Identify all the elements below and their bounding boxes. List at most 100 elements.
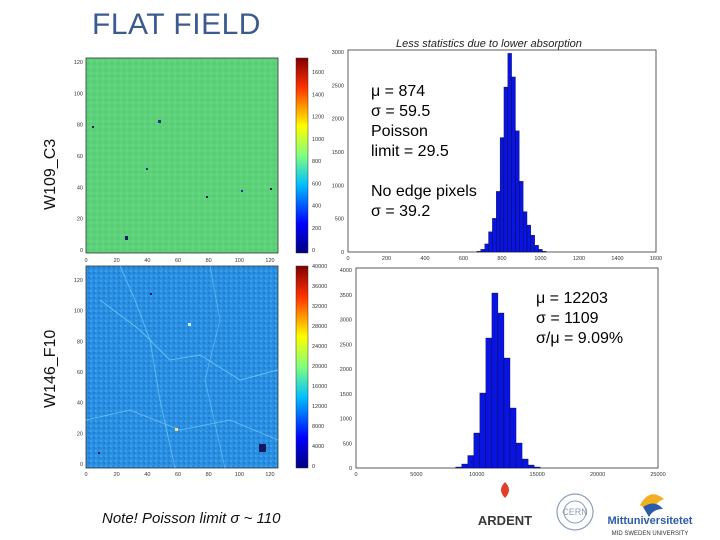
x-tick-label: 1200 [573, 256, 585, 262]
colorbar-tick-label: 0 [312, 248, 315, 254]
y-tick-label: 0 [349, 466, 352, 472]
histogram-bar [479, 392, 487, 469]
x-tick-label: 400 [420, 256, 429, 262]
x-tick-label: 120 [265, 258, 274, 264]
x-tick-label: 40 [144, 258, 150, 264]
y-tick-label: 100 [74, 309, 83, 315]
axes-w146: 0 20 40 60 80 100 120 0 20 40 60 80 100 120 [74, 278, 275, 478]
histogram-bar [534, 466, 541, 469]
histogram-bar [538, 249, 543, 253]
x-tick-label: 1600 [650, 256, 662, 262]
defect-pixel [92, 126, 94, 128]
colorbar-tick-label: 1400 [312, 92, 324, 98]
x-tick-label: 10000 [469, 472, 484, 478]
x-tick-label: 60 [175, 472, 181, 478]
colorbar-tick-label: 16000 [312, 384, 327, 390]
colorbar-ticks-w109: 0 200 400 600 800 1000 1200 1400 1600 [312, 70, 324, 254]
defect-pixel [206, 196, 208, 198]
x-tick-label: 100 [235, 258, 244, 264]
y-tick-label: 20 [77, 431, 83, 437]
hot-pixel [188, 323, 191, 326]
defect-pixel [270, 188, 272, 190]
colorbar-w146 [295, 265, 309, 469]
colorbar-tick-label: 36000 [312, 284, 327, 290]
y-tick-label: 500 [343, 441, 352, 447]
histogram-bar [509, 407, 517, 469]
x-tick-label: 120 [265, 472, 274, 478]
y-tick-label: 3000 [332, 50, 344, 56]
x-tick-label: 800 [497, 256, 506, 262]
histogram-bar [473, 432, 480, 469]
colorbar-tick-label: 8000 [312, 424, 324, 430]
colorbar-tick-label: 20000 [312, 364, 327, 370]
y-tick-label: 0 [80, 462, 83, 468]
colorbar-tick-label: 1600 [312, 70, 324, 76]
colorbar-tick-label: 28000 [312, 324, 327, 330]
histogram-axes-w146: 0 5000 10000 15000 20000 25000 0 500 1000 1500 200… [340, 268, 666, 478]
defect-pixel [125, 236, 128, 240]
colorbar-tick-label: 12000 [312, 404, 327, 410]
y-tick-label: 120 [74, 60, 83, 66]
histogram-bar [480, 249, 485, 253]
y-tick-label: 120 [74, 278, 83, 284]
histogram-bar [503, 86, 508, 253]
miun-logo: Mittuniversitetet MID SWEDEN UNIVERSITY [608, 494, 693, 537]
x-tick-label: 5000 [410, 472, 422, 478]
y-tick-label: 2500 [340, 342, 352, 348]
histogram-bar [485, 337, 493, 469]
miun-logo-text: Mittuniversitetet [608, 515, 693, 527]
defect-pixel [98, 452, 100, 454]
histogram-bar [491, 292, 499, 469]
ardent-logo: ARDENT [478, 482, 532, 528]
histogram-bar [519, 181, 524, 253]
colorbar-ticks-w146: 0 4000 8000 12000 16000 20000 24000 28000 32000 3… [312, 264, 327, 470]
x-tick-label: 25000 [650, 472, 665, 478]
y-tick-label: 1000 [340, 417, 352, 423]
colorbar-tick-label: 4000 [312, 444, 324, 450]
heatmap-w146 [85, 265, 279, 469]
y-tick-label: 500 [335, 217, 344, 223]
histogram-bar [526, 224, 532, 253]
colorbar-tick-label: 40000 [312, 264, 327, 270]
cern-logo: CERN [556, 493, 594, 531]
page-title: FLAT FIELD [92, 8, 261, 41]
histogram-bar [492, 218, 497, 253]
x-tick-label: 80 [206, 472, 212, 478]
colorbar-tick-label: 600 [312, 181, 321, 187]
y-tick-label: 0 [80, 248, 83, 254]
x-tick-label: 1400 [611, 256, 623, 262]
histogram-bar [497, 312, 505, 469]
y-tick-label: 1500 [340, 392, 352, 398]
x-tick-label: 40 [144, 472, 150, 478]
defect-pixel [146, 168, 148, 170]
stats-w146: μ = 12203 σ = 1109 σ/μ = 9.09% [536, 290, 624, 347]
y-tick-label: 3500 [340, 293, 352, 299]
histogram-bar [455, 466, 462, 469]
x-tick-label: 0 [84, 258, 87, 264]
defect-pixel [158, 120, 161, 123]
x-tick-label: 0 [346, 256, 349, 262]
axes-w109: 0 20 40 60 80 100 120 0 20 40 60 80 100 120 [74, 60, 275, 264]
y-tick-label: 60 [77, 370, 83, 376]
y-tick-label: 1000 [332, 183, 344, 189]
top-note: Less statistics due to lower absorption [396, 38, 582, 50]
colorbar-tick-label: 32000 [312, 304, 327, 310]
colorbar-tick-label: 200 [312, 226, 321, 232]
y-tick-label: 1500 [332, 150, 344, 156]
colorbar-tick-label: 400 [312, 204, 321, 210]
y-tick-label: 2000 [332, 117, 344, 123]
x-tick-label: 1000 [534, 256, 546, 262]
hot-pixel [175, 428, 178, 431]
histogram-bar [534, 245, 539, 253]
histogram-bar [484, 243, 489, 253]
y-tick-label: 60 [77, 154, 83, 160]
histogram-bar [515, 442, 523, 469]
histogram-bar [476, 251, 481, 253]
x-tick-label: 0 [354, 472, 357, 478]
defect-pixel [241, 190, 243, 192]
histogram-bar [527, 464, 535, 469]
cern-logo-text: CERN [562, 507, 588, 517]
x-tick-label: 600 [459, 256, 468, 262]
x-tick-label: 15000 [530, 472, 545, 478]
x-tick-label: 20000 [590, 472, 605, 478]
